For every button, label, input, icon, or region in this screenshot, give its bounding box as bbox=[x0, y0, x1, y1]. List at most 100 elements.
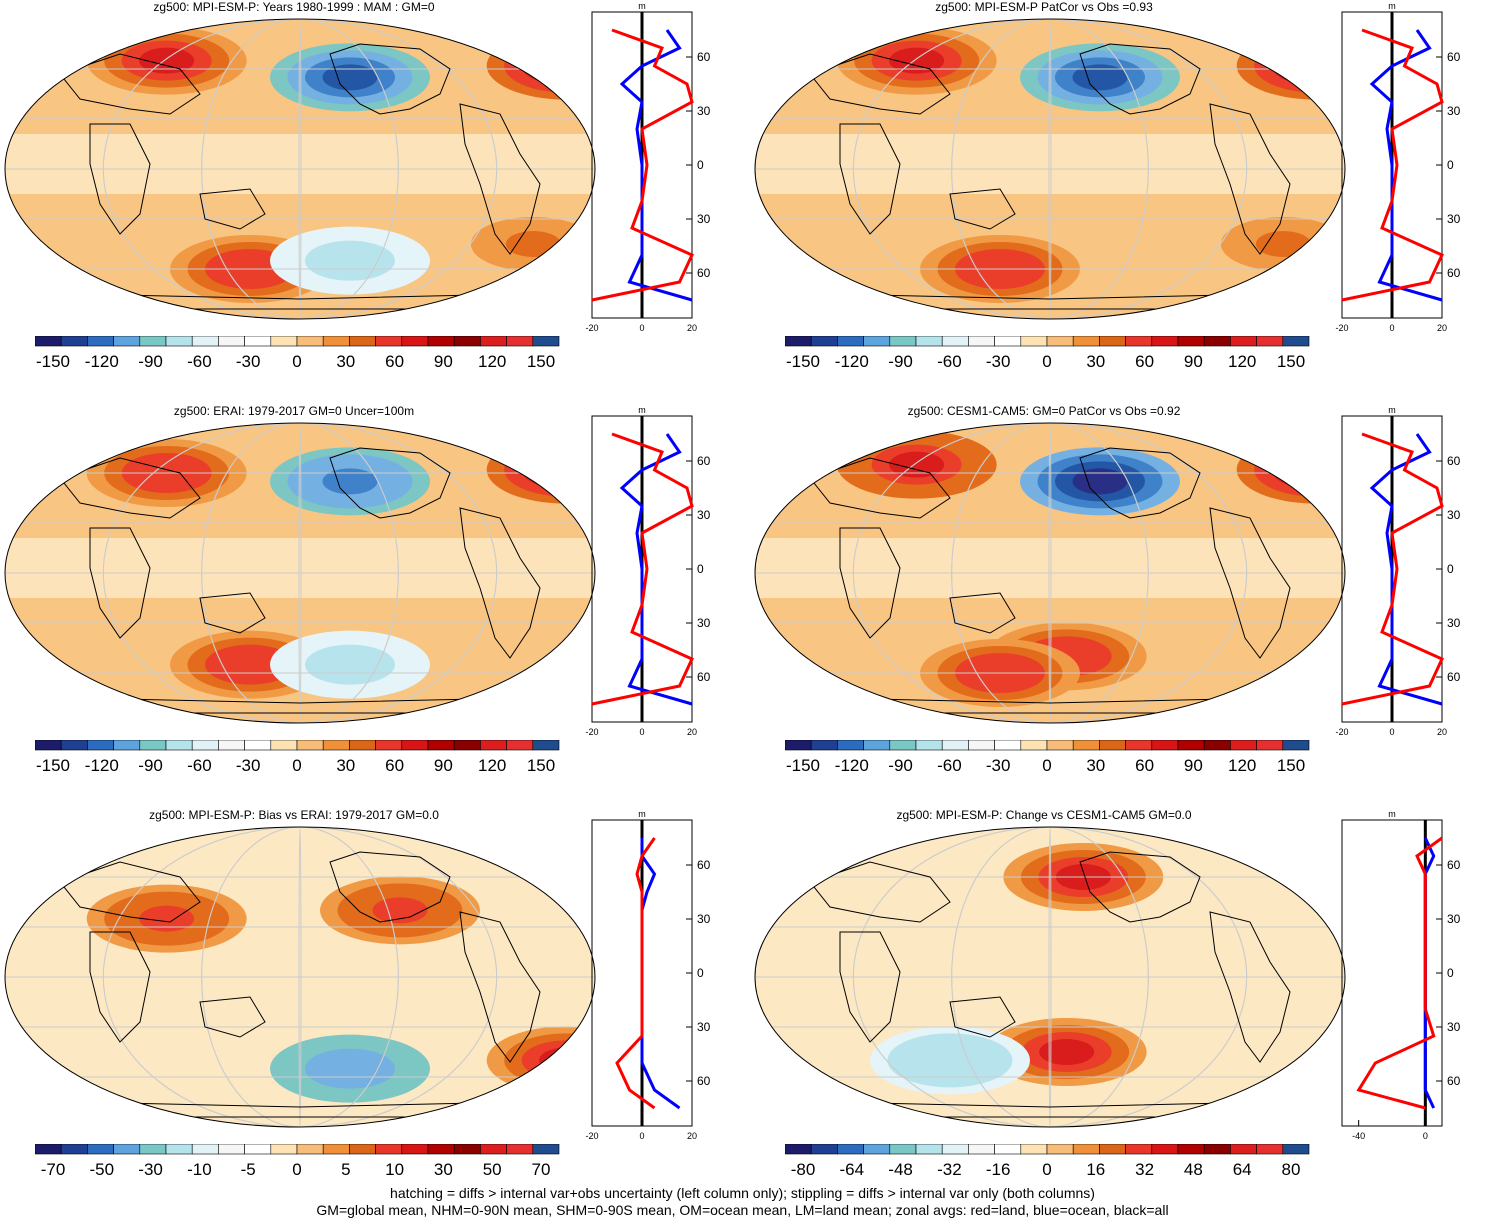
anomaly-blob bbox=[322, 651, 378, 678]
zonal-x-label: 0 bbox=[639, 323, 644, 333]
colorbar-4 bbox=[785, 740, 1310, 751]
colorbar-swatch bbox=[1099, 740, 1126, 751]
colorbar-swatch bbox=[453, 740, 481, 751]
coastline bbox=[949, 996, 1016, 1038]
colorbar-swatch bbox=[453, 336, 481, 347]
zonal-lat-label: 60N bbox=[1447, 858, 1460, 872]
colorbar-swatch bbox=[785, 1144, 812, 1155]
colorbar-swatch bbox=[165, 740, 193, 751]
coastline bbox=[839, 931, 901, 1043]
colorbar-swatch bbox=[1072, 336, 1100, 347]
colorbar-swatch bbox=[322, 1144, 350, 1155]
zonal-lat-label: 30S bbox=[697, 1020, 710, 1034]
colorbar-label: 150 bbox=[1276, 756, 1306, 775]
colorbar-labels-2: -150 -120 -90 -60 -30 0 30 60 90 120 150 bbox=[785, 352, 1309, 374]
anomaly-blob bbox=[1072, 468, 1128, 495]
colorbar-swatch bbox=[1230, 1144, 1257, 1155]
colorbar-label: 10 bbox=[385, 1160, 405, 1179]
colorbar-swatch bbox=[480, 1144, 507, 1155]
panel-title: zg500: ERAI: 1979-2017 GM=0 Uncer=100m bbox=[173, 404, 415, 418]
zonal-profile-3: m 60N 30N 0 30S 60S -20 0 20 bbox=[585, 405, 710, 737]
zonal-x-label: -20 bbox=[585, 1131, 598, 1141]
longitude-line bbox=[102, 827, 498, 1127]
colorbar-label: 70 bbox=[531, 1160, 551, 1179]
colorbar-label: -16 bbox=[985, 1160, 1011, 1179]
zonal-lat-label: 60N bbox=[1447, 50, 1460, 64]
zonal-land-line bbox=[591, 432, 694, 706]
colorbar-swatch bbox=[889, 740, 917, 751]
colorbar-swatch bbox=[453, 1144, 481, 1155]
colorbar-swatch bbox=[994, 740, 1022, 751]
colorbar-swatch bbox=[1177, 336, 1205, 347]
coastline bbox=[1209, 507, 1291, 659]
zonal-unit: m bbox=[1388, 405, 1396, 415]
colorbar-swatch bbox=[1203, 1144, 1231, 1155]
colorbar-swatch bbox=[1125, 1144, 1153, 1155]
colorbar-label: -80 bbox=[790, 1160, 816, 1179]
anomaly-blob bbox=[139, 47, 195, 74]
longitude-line bbox=[298, 423, 302, 723]
colorbar-swatch bbox=[1072, 1144, 1100, 1155]
colorbar-labels-3: -150 -120 -90 -60 -30 0 30 60 90 120 150 bbox=[35, 756, 559, 778]
anomaly-blob bbox=[322, 247, 378, 274]
colorbar-swatch bbox=[1125, 740, 1153, 751]
zonal-lat-label: 60N bbox=[697, 50, 710, 64]
colorbar-label: -90 bbox=[888, 352, 913, 371]
coastline bbox=[199, 188, 266, 230]
colorbar-label: 30 bbox=[1086, 352, 1106, 371]
longitude-line bbox=[1048, 827, 1052, 1127]
anomaly-blob bbox=[322, 1055, 378, 1082]
colorbar-label: -90 bbox=[888, 756, 913, 775]
colorbar-label: -150 bbox=[35, 352, 71, 371]
colorbar-swatch bbox=[837, 336, 864, 347]
colorbar-label: 60 bbox=[385, 756, 405, 775]
map-3 bbox=[4, 422, 596, 724]
colorbar-2 bbox=[785, 336, 1310, 347]
zonal-lat-label: 30S bbox=[697, 212, 710, 226]
colorbar-labels-4: -150 -120 -90 -60 -30 0 30 60 90 120 150 bbox=[785, 756, 1309, 778]
zonal-lat-label: 30N bbox=[1447, 912, 1460, 926]
colorbar-label: 50 bbox=[482, 1160, 502, 1179]
colorbar-swatch bbox=[810, 1144, 838, 1155]
colorbar-5 bbox=[35, 1144, 560, 1155]
colorbar-swatch bbox=[113, 740, 141, 751]
longitude-line bbox=[201, 19, 399, 319]
colorbar-swatch bbox=[1020, 336, 1048, 347]
colorbar-label: -64 bbox=[839, 1160, 865, 1179]
colorbar-swatch bbox=[785, 336, 812, 347]
colorbar-label: 48 bbox=[1183, 1160, 1203, 1179]
colorbar-swatch bbox=[915, 1144, 943, 1155]
coastline bbox=[949, 592, 1016, 634]
colorbar-swatch bbox=[60, 1144, 88, 1155]
colorbar-label: 90 bbox=[1183, 352, 1203, 371]
panel-title: zg500: CESM1-CAM5: GM=0 PatCor vs Obs =0… bbox=[907, 404, 1181, 418]
zonal-lat-label: 30S bbox=[1447, 212, 1460, 226]
colorbar-swatch bbox=[1282, 1144, 1310, 1155]
colorbar-swatch bbox=[994, 1144, 1022, 1155]
colorbar-swatch bbox=[532, 1144, 560, 1155]
panel-title: zg500: MPI-ESM-P PatCor vs Obs =0.93 bbox=[935, 0, 1153, 14]
colorbar-swatch bbox=[322, 336, 350, 347]
colorbar-label: 0 bbox=[292, 756, 302, 775]
colorbar-label: -30 bbox=[235, 756, 261, 775]
colorbar-swatch bbox=[480, 336, 507, 347]
coastline bbox=[1079, 851, 1201, 923]
colorbar-label: 60 bbox=[385, 352, 405, 371]
colorbar-swatch bbox=[1020, 1144, 1048, 1155]
longitude-line bbox=[852, 827, 1248, 1127]
colorbar-label: 30 bbox=[336, 352, 356, 371]
colorbar-swatch bbox=[87, 740, 114, 751]
colorbar-swatch bbox=[375, 740, 403, 751]
coastline bbox=[59, 457, 201, 519]
colorbar-swatch bbox=[837, 1144, 864, 1155]
longitude-line bbox=[852, 423, 1248, 723]
colorbar-swatch bbox=[1203, 740, 1231, 751]
coastline bbox=[199, 592, 266, 634]
colorbar-swatch bbox=[35, 740, 62, 751]
colorbar-label: 150 bbox=[526, 756, 556, 775]
colorbar-label: -5 bbox=[240, 1160, 256, 1179]
colorbar-label: -120 bbox=[834, 756, 869, 775]
colorbar-swatch bbox=[139, 740, 167, 751]
colorbar-swatch bbox=[941, 740, 969, 751]
panel-title: zg500: MPI-ESM-P: Years 1980-1999 : MAM … bbox=[153, 0, 435, 14]
